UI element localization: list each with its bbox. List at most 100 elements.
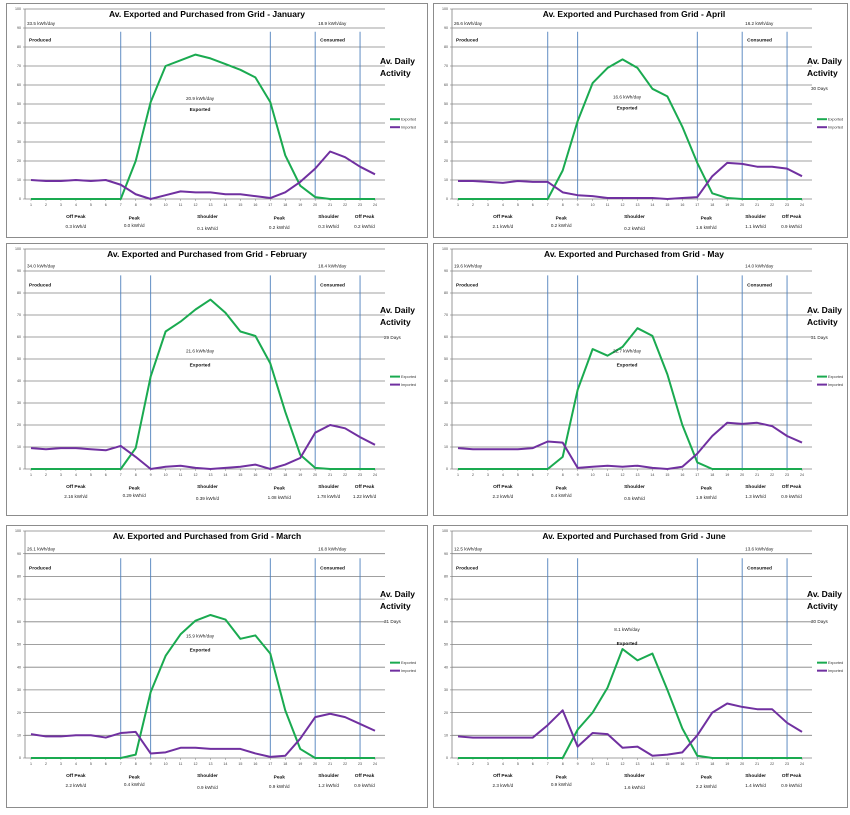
days-count: 30 Days	[811, 619, 829, 624]
period-label: Peak	[274, 486, 286, 492]
legend-label-exported: Exported	[401, 118, 416, 122]
x-tick-label: 23	[358, 203, 362, 207]
x-tick-label: 2	[45, 762, 47, 766]
y-tick-label: 0	[446, 197, 448, 201]
series-line-imported	[30, 150, 376, 200]
y-tick-label: 10	[17, 178, 21, 182]
period-value: 0.5 kWh/d	[624, 496, 645, 501]
period-label: Shoulder	[197, 773, 218, 779]
x-tick-label: 5	[517, 762, 519, 766]
x-tick-label: 13	[208, 203, 212, 207]
period-value: 0.29 kWh/d	[123, 493, 147, 498]
x-tick-label: 18	[710, 762, 714, 766]
x-tick-label: 16	[680, 762, 684, 766]
activity-title-line1: Av. Daily	[807, 305, 842, 315]
x-tick-label: 15	[238, 473, 242, 477]
x-tick-label: 20	[313, 203, 317, 207]
legend-label-exported: Exported	[828, 661, 843, 665]
x-tick-label: 24	[373, 762, 377, 766]
x-tick-label: 1	[457, 473, 459, 477]
consumed-value: 16.2 kWh/day	[745, 21, 774, 26]
y-tick-label: 40	[17, 665, 21, 669]
exported-total-label: Exported	[190, 362, 211, 368]
y-tick-label: 70	[444, 64, 448, 68]
produced-label: Produced	[456, 282, 478, 288]
x-tick-label: 20	[313, 762, 317, 766]
series-line-exported	[458, 648, 802, 759]
x-tick-label: 10	[591, 203, 595, 207]
series-line-imported	[458, 161, 803, 200]
y-tick-label: 70	[17, 313, 21, 317]
x-tick-label: 19	[725, 762, 729, 766]
x-tick-label: 15	[665, 473, 669, 477]
x-tick-label: 6	[105, 203, 107, 207]
activity-title-line2: Activity	[807, 317, 838, 327]
period-value: 0.2 kWh/d	[269, 225, 290, 230]
x-tick-label: 2	[472, 203, 474, 207]
y-tick-label: 60	[444, 83, 448, 87]
y-tick-label: 0	[19, 756, 21, 760]
y-tick-label: 10	[17, 445, 21, 449]
activity-title-line1: Av. Daily	[380, 56, 415, 66]
x-tick-label: 1	[457, 203, 459, 207]
period-value: 0.4 kWh/d	[124, 782, 145, 787]
x-tick-label: 24	[800, 203, 804, 207]
x-tick-label: 10	[164, 473, 168, 477]
x-tick-label: 6	[105, 473, 107, 477]
x-tick-label: 16	[680, 203, 684, 207]
x-tick-label: 17	[268, 473, 272, 477]
consumed-value: 18.4 kWh/day	[318, 264, 347, 269]
x-tick-label: 9	[577, 762, 579, 766]
x-tick-label: 12	[194, 203, 198, 207]
period-label: Peak	[129, 775, 141, 781]
period-label: Off Peak	[66, 773, 86, 779]
x-tick-label: 1	[30, 473, 32, 477]
period-label: Peak	[701, 486, 713, 492]
period-value: 0.3 kWh/d	[66, 224, 87, 229]
exported-total-label: Exported	[617, 641, 638, 647]
chart-panel-march: 0 10 20 30 40 50 60 70 80 90 100 1 2 3 4 5 6 7 8 9 10 11 12 13 1…	[6, 525, 428, 808]
period-label: Off Peak	[782, 773, 802, 779]
x-tick-label: 16	[253, 473, 257, 477]
x-tick-label: 11	[606, 203, 610, 207]
period-label: Peak	[556, 775, 568, 781]
y-tick-label: 60	[17, 335, 21, 339]
y-tick-label: 80	[17, 45, 21, 49]
period-value: 1.9 kWh/d	[696, 495, 717, 500]
y-tick-label: 20	[17, 711, 21, 715]
period-value: 2.3 kWh/d	[493, 783, 514, 788]
y-tick-label: 100	[442, 247, 448, 251]
y-tick-label: 30	[17, 688, 21, 692]
x-tick-label: 19	[298, 762, 302, 766]
period-value: 1.2 kWh/d	[318, 783, 339, 788]
y-tick-label: 80	[17, 575, 21, 579]
exported-total-label: Exported	[190, 648, 211, 654]
period-label: Peak	[129, 486, 141, 492]
consumed-label: Consumed	[320, 37, 345, 43]
period-label: Shoulder	[624, 214, 645, 220]
x-tick-label: 9	[150, 762, 152, 766]
consumed-value: 14.0 kWh/day	[745, 264, 774, 269]
consumed-label: Consumed	[320, 566, 345, 572]
y-tick-label: 80	[444, 575, 448, 579]
legend-label-imported: Imported	[401, 383, 416, 387]
series-line-imported	[457, 702, 803, 757]
period-value: 0.9 kWh/d	[781, 494, 802, 499]
period-value: 0.0 kWh/d	[124, 223, 145, 228]
y-tick-label: 0	[446, 467, 448, 471]
period-label: Shoulder	[318, 214, 339, 220]
x-tick-label: 14	[223, 473, 227, 477]
x-tick-label: 15	[238, 203, 242, 207]
period-label: Peak	[274, 775, 286, 781]
y-tick-label: 100	[15, 529, 21, 533]
x-tick-label: 13	[635, 473, 639, 477]
x-tick-label: 8	[135, 473, 137, 477]
period-value: 0.2 kWh/d	[624, 226, 645, 231]
series-line-exported	[31, 53, 375, 200]
y-tick-label: 50	[17, 102, 21, 106]
x-tick-label: 16	[253, 203, 257, 207]
x-tick-label: 20	[740, 762, 744, 766]
x-tick-label: 23	[785, 762, 789, 766]
series-line-exported	[31, 613, 375, 759]
